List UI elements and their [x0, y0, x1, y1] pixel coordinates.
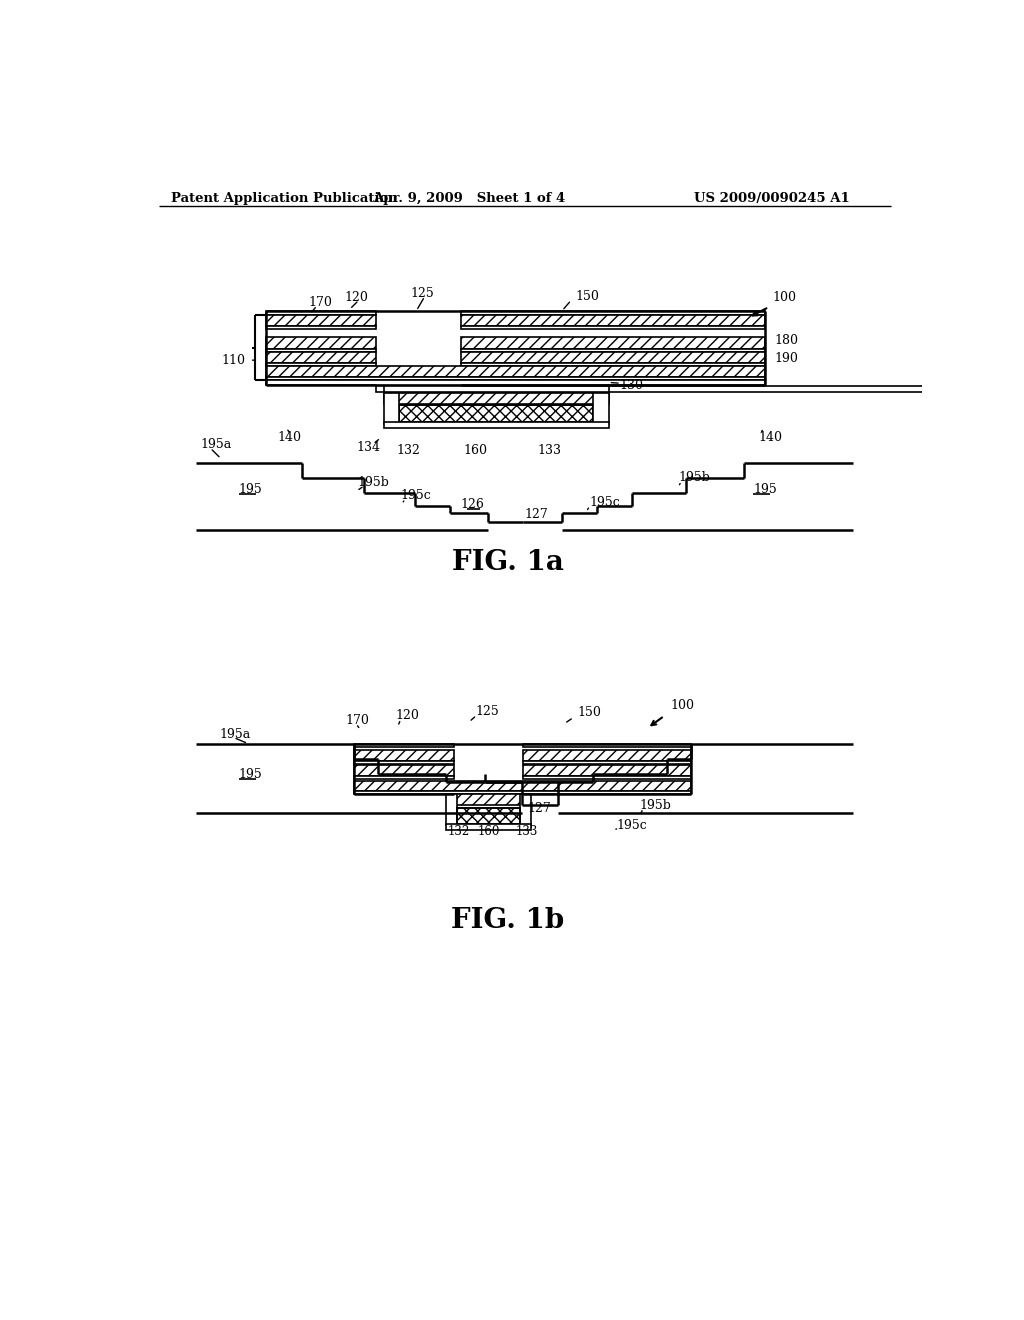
- Bar: [376, 387, 934, 392]
- Text: 150: 150: [575, 289, 599, 302]
- Text: 120: 120: [395, 709, 419, 722]
- Bar: [457, 808, 520, 824]
- Bar: [354, 792, 690, 795]
- Bar: [399, 405, 593, 422]
- Text: 140: 140: [278, 432, 301, 445]
- Text: 195b: 195b: [640, 799, 672, 812]
- Bar: [266, 367, 765, 378]
- Text: 195b: 195b: [678, 471, 710, 484]
- Text: 100: 100: [772, 290, 797, 304]
- Bar: [449, 795, 528, 805]
- Bar: [266, 326, 376, 330]
- Text: 132: 132: [447, 825, 470, 838]
- Bar: [523, 743, 690, 747]
- Text: 130: 130: [620, 379, 643, 392]
- Bar: [461, 326, 765, 330]
- Text: 127: 127: [527, 801, 551, 814]
- Bar: [461, 315, 765, 326]
- Text: 133: 133: [515, 825, 538, 838]
- Bar: [266, 315, 376, 326]
- Text: 195: 195: [239, 483, 262, 496]
- Text: 120: 120: [345, 290, 369, 304]
- Bar: [445, 795, 457, 825]
- Bar: [354, 766, 454, 776]
- Text: 195c: 195c: [400, 490, 431, 502]
- Bar: [445, 824, 531, 830]
- Bar: [523, 760, 690, 763]
- Text: 150: 150: [578, 706, 601, 719]
- Text: 125: 125: [411, 286, 434, 300]
- Text: 195a: 195a: [200, 438, 231, 451]
- Bar: [354, 760, 454, 763]
- Bar: [457, 808, 520, 824]
- Text: 190: 190: [774, 352, 799, 366]
- Bar: [266, 337, 376, 350]
- Text: Apr. 9, 2009   Sheet 1 of 4: Apr. 9, 2009 Sheet 1 of 4: [373, 191, 565, 205]
- Bar: [384, 422, 608, 428]
- Bar: [354, 750, 454, 760]
- Bar: [399, 405, 593, 422]
- Bar: [266, 378, 765, 380]
- Bar: [520, 795, 531, 825]
- Text: 127: 127: [524, 508, 549, 521]
- Text: 140: 140: [758, 432, 782, 445]
- Bar: [461, 352, 765, 363]
- Text: 170: 170: [345, 714, 369, 727]
- Text: 126: 126: [461, 498, 484, 511]
- Bar: [354, 780, 690, 792]
- Text: 133: 133: [538, 445, 561, 458]
- Bar: [354, 743, 454, 747]
- Text: FIG. 1a: FIG. 1a: [452, 549, 563, 576]
- Text: 160: 160: [463, 445, 487, 458]
- Bar: [461, 312, 765, 315]
- Text: FIG. 1b: FIG. 1b: [452, 907, 564, 935]
- Text: 195a: 195a: [219, 727, 251, 741]
- Text: 180: 180: [774, 334, 799, 347]
- Bar: [266, 312, 376, 315]
- Bar: [523, 750, 690, 760]
- Text: 134: 134: [356, 441, 380, 454]
- Text: 195c: 195c: [589, 496, 620, 510]
- Bar: [461, 337, 765, 350]
- Bar: [523, 766, 690, 776]
- Bar: [384, 393, 399, 424]
- Text: 170: 170: [308, 296, 333, 309]
- Bar: [266, 380, 765, 385]
- Text: 195c: 195c: [616, 818, 647, 832]
- Bar: [266, 363, 376, 367]
- Bar: [384, 387, 608, 392]
- Text: 195b: 195b: [357, 477, 389, 490]
- Text: 100: 100: [671, 698, 694, 711]
- Bar: [593, 393, 608, 424]
- Text: US 2009/0090245 A1: US 2009/0090245 A1: [693, 191, 850, 205]
- Text: 125: 125: [475, 705, 499, 718]
- Text: 110: 110: [222, 354, 246, 367]
- Text: 195: 195: [239, 768, 262, 781]
- Bar: [461, 350, 765, 352]
- Bar: [384, 393, 608, 404]
- Bar: [266, 350, 376, 352]
- Text: Patent Application Publication: Patent Application Publication: [171, 191, 397, 205]
- Text: 132: 132: [396, 445, 421, 458]
- Bar: [266, 352, 376, 363]
- Text: 195: 195: [754, 483, 777, 496]
- Bar: [523, 776, 690, 779]
- Text: 160: 160: [477, 825, 500, 838]
- Bar: [354, 776, 454, 779]
- Bar: [461, 363, 765, 367]
